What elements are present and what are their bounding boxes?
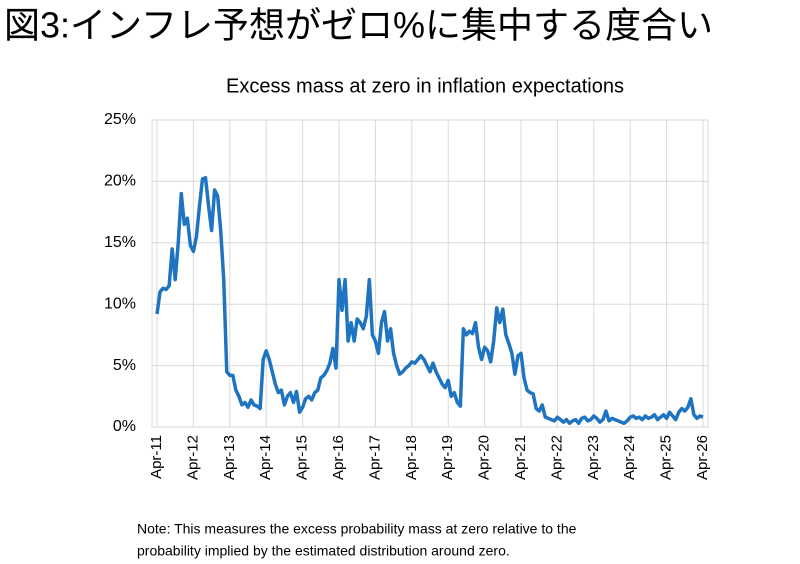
y-tick-label: 0% [113, 418, 136, 435]
x-tick-label: Apr-19 [439, 435, 456, 480]
line-series [155, 175, 704, 426]
x-tick-label: Apr-13 [221, 435, 238, 480]
x-tick-label: Apr-14 [257, 435, 274, 480]
note: Note: This measures the excess probabili… [137, 521, 577, 537]
y-tick-label: 5% [113, 357, 136, 374]
x-tick-label: Apr-17 [366, 435, 383, 480]
plot-border [151, 119, 709, 428]
y-tick-label: 20% [104, 173, 136, 190]
page-title: 図3:インフレ予想がゼロ%に集中する度合い [4, 5, 713, 46]
x-tick-label: Apr-24 [621, 435, 638, 480]
x-tick-label: Apr-23 [585, 435, 602, 480]
x-tick-label: Apr-12 [184, 435, 201, 480]
note: probability implied by the estimated dis… [137, 543, 510, 559]
x-tick-label: Apr-16 [330, 435, 347, 480]
x-tick-label: Apr-22 [548, 435, 565, 480]
x-tick-label: Apr-21 [512, 435, 529, 480]
x-tick-label: Apr-20 [476, 435, 493, 480]
x-tick-label: Apr-26 [694, 435, 711, 480]
x-tick-label: Apr-11 [148, 435, 165, 479]
y-tick-label: 10% [104, 295, 136, 312]
x-tick-label: Apr-18 [403, 435, 420, 480]
chart-title: Excess mass at zero in inflation expecta… [226, 75, 624, 97]
x-tick-label: Apr-15 [294, 435, 311, 480]
y-tick-label: 15% [104, 234, 136, 251]
x-tick-label: Apr-25 [658, 435, 675, 480]
y-tick-label: 25% [104, 111, 136, 128]
